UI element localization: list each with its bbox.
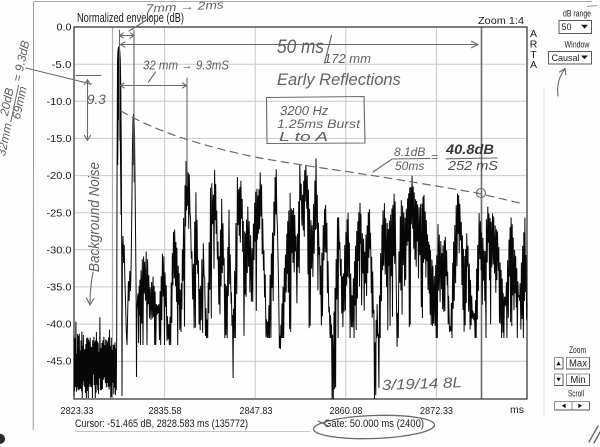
svg-text:R: R: [530, 39, 538, 51]
svg-text:40.8dB: 40.8dB: [445, 142, 494, 157]
svg-text:dB range: dB range: [563, 9, 591, 20]
svg-text:50 ms: 50 ms: [277, 37, 324, 58]
svg-text:32mm: 32mm: [0, 122, 15, 158]
svg-text:-20.0: -20.0: [47, 170, 72, 182]
svg-text:ms: ms: [510, 404, 524, 416]
svg-text:-40.0: -40.0: [47, 319, 72, 331]
svg-text:A: A: [530, 28, 537, 40]
svg-text:Gate: 50.000 ms (2400): Gate: 50.000 ms (2400): [324, 418, 424, 430]
svg-text:2847.83: 2847.83: [240, 405, 273, 417]
svg-text:Window: Window: [565, 40, 590, 51]
svg-text:L to A: L to A: [279, 129, 328, 144]
svg-text:Max: Max: [569, 359, 587, 370]
svg-text:-35.0: -35.0: [47, 282, 72, 294]
svg-text:Zoom 1:4: Zoom 1:4: [478, 15, 524, 27]
svg-text:Scroll: Scroll: [568, 389, 584, 400]
svg-text:-5.0: -5.0: [52, 59, 72, 71]
svg-text:32 mm → 9.3mS: 32 mm → 9.3mS: [143, 59, 230, 73]
svg-text:-10.0: -10.0: [47, 96, 72, 108]
svg-text:Cursor: -51.465 dB, 2828.583 m: Cursor: -51.465 dB, 2828.583 ms (135772): [75, 418, 248, 430]
svg-text:9.3: 9.3: [87, 92, 106, 107]
svg-text:252 mS: 252 mS: [447, 159, 499, 173]
svg-text:50: 50: [562, 22, 572, 32]
svg-text:7mm → 2ms: 7mm → 2ms: [146, 0, 225, 15]
svg-text:= 9.3dB: = 9.3dB: [10, 39, 32, 83]
svg-text:Causal: Causal: [552, 53, 580, 64]
svg-text:2860.08: 2860.08: [330, 405, 363, 417]
svg-text:50ms: 50ms: [395, 159, 424, 173]
svg-text:T: T: [530, 49, 537, 61]
svg-text:A: A: [530, 59, 537, 71]
svg-text:3/19/14 8L: 3/19/14 8L: [382, 375, 463, 394]
svg-text:3200 Hz: 3200 Hz: [280, 103, 329, 118]
svg-text:=: =: [431, 150, 438, 164]
svg-text:-15.0: -15.0: [47, 133, 72, 145]
svg-text:Background Noise: Background Noise: [87, 162, 103, 272]
svg-text:Normalized envelope (dB): Normalized envelope (dB): [77, 11, 184, 25]
svg-text:69mm: 69mm: [9, 85, 30, 121]
svg-text:Zoom: Zoom: [569, 345, 586, 356]
svg-text:0.0: 0.0: [57, 22, 72, 34]
svg-text:-25.0: -25.0: [47, 207, 72, 219]
svg-text:-30.0: -30.0: [47, 244, 72, 256]
svg-text:Min: Min: [571, 375, 586, 386]
svg-text:2835.58: 2835.58: [149, 405, 182, 417]
svg-text:172 mm: 172 mm: [324, 51, 371, 66]
svg-text:1.25ms Burst: 1.25ms Burst: [277, 117, 361, 131]
svg-text:2823.33: 2823.33: [61, 405, 94, 417]
svg-text:-45.0: -45.0: [47, 356, 72, 368]
svg-text:Early Reflections: Early Reflections: [277, 71, 401, 89]
svg-text:2872.33: 2872.33: [420, 405, 453, 417]
svg-text:8.1dB: 8.1dB: [394, 145, 425, 159]
